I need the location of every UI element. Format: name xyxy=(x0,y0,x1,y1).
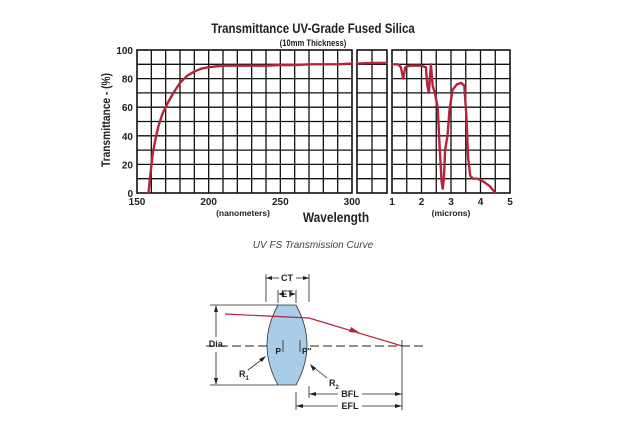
y-tick-label: 80 xyxy=(122,75,134,86)
y-tick-labels: 0 20 40 60 80 100 xyxy=(116,46,133,200)
y-axis-label: Transmittance - (%) xyxy=(100,73,113,167)
efl-label: EFL xyxy=(342,401,360,411)
y-tick-label: 60 xyxy=(122,103,134,114)
x-tick-label: 200 xyxy=(200,197,217,208)
x-tick-label: 2 xyxy=(419,197,425,208)
transmission-series xyxy=(355,61,389,65)
chart-title: Transmittance UV-Grade Fused Silica xyxy=(211,20,415,36)
transmission-chart: Transmittance UV-Grade Fused Silica (10m… xyxy=(100,20,513,251)
x-tick-label: 300 xyxy=(344,197,361,208)
x-tick-label: 250 xyxy=(272,197,289,208)
x-tick-label: 4 xyxy=(478,197,484,208)
y-tick-label: 20 xyxy=(122,160,134,171)
x-unit-label: (microns) xyxy=(432,208,471,218)
x-tick-label: 150 xyxy=(129,197,146,208)
x-axis-label: Wavelength xyxy=(303,209,369,225)
chart-panel-2 xyxy=(355,49,389,194)
light-ray xyxy=(224,313,403,347)
x-tick-label: 1 xyxy=(389,197,395,208)
chart-caption: UV FS Transmission Curve xyxy=(253,240,374,251)
panel-frame xyxy=(356,49,388,194)
et-label: ET xyxy=(281,289,293,299)
bfl-label: BFL xyxy=(341,389,359,399)
r1-label: R1 xyxy=(239,369,250,382)
p-label: P xyxy=(275,346,281,356)
transmission-series xyxy=(147,62,354,195)
dia-label: Dia. xyxy=(209,339,226,349)
ray-arrowhead xyxy=(349,327,360,333)
x-unit-label: (nanometers) xyxy=(216,208,270,218)
chart-panel-3: 1 2 3 4 5 (microns) xyxy=(389,49,513,218)
chart-panels: 150 200 250 300 (nanometers) 1 2 3 4 5 (microns) xyxy=(129,49,513,218)
chart-panel-1: 150 200 250 300 (nanometers) xyxy=(129,49,361,218)
transmission-series xyxy=(390,63,497,195)
y-tick-label: 40 xyxy=(122,132,134,143)
y-tick-label: 100 xyxy=(116,46,133,57)
lens-diagram: CT ET Dia. P P" R1 R2 BFL xyxy=(206,273,425,411)
ct-label: CT xyxy=(281,273,293,283)
panel-frame xyxy=(391,49,511,194)
r2-label: R2 xyxy=(329,378,340,391)
chart-subtitle: (10mm Thickness) xyxy=(280,37,347,48)
x-tick-label: 5 xyxy=(507,197,513,208)
lens-body xyxy=(266,304,308,386)
panel-frame xyxy=(136,49,353,194)
x-tick-label: 3 xyxy=(448,197,454,208)
y-tick-label: 0 xyxy=(127,189,133,200)
p-prime-label: P" xyxy=(302,346,312,356)
